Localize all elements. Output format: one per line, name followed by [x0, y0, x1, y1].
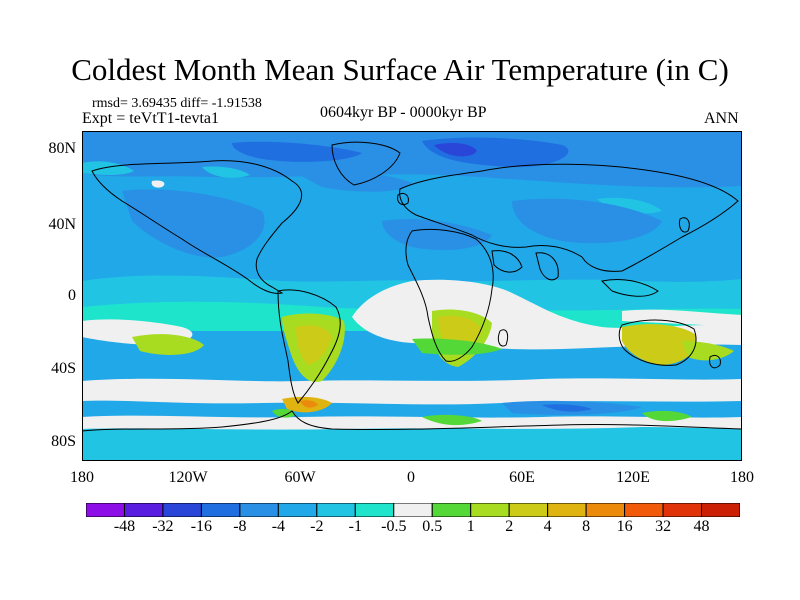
colorbar-swatch: [508, 503, 549, 517]
lon-label-0: 0: [407, 469, 415, 486]
period-label: 0604kyr BP - 0000kyr BP: [320, 104, 487, 121]
map-title: Coldest Month Mean Surface Air Temperatu…: [71, 52, 729, 87]
colorbar-swatch: [354, 503, 395, 517]
colorbar-tick-label: 4: [543, 518, 552, 535]
colorbar-tick-label: 1: [466, 518, 475, 535]
lon-label-120w: 120W: [168, 469, 208, 486]
colorbar-tick-label: 8: [582, 518, 591, 535]
colorbar-swatch: [123, 503, 164, 517]
colorbar-swatch: [162, 503, 202, 517]
stats-label: rmsd= 3.69435 diff= -1.91538: [92, 96, 262, 111]
lat-label-0: 0: [68, 287, 76, 304]
lat-label-40s: 40S: [51, 360, 76, 377]
continental-cooling: [122, 189, 662, 258]
lat-label-80n: 80N: [48, 140, 76, 157]
colorbar-swatch: [470, 503, 510, 517]
antarctic-cooling: [82, 400, 742, 461]
colorbar-tick-label: -48: [113, 518, 136, 535]
colorbar-tick-label: 16: [616, 518, 633, 535]
colorbar: [86, 503, 740, 517]
colorbar-swatch: [316, 503, 356, 517]
colorbar-tick-label: -1: [348, 518, 362, 535]
coastlines: [82, 141, 742, 432]
lon-label-180e: 180: [730, 469, 754, 486]
colorbar-tick-label: 32: [655, 518, 672, 535]
colorbar-swatch: [86, 503, 125, 517]
warming-regions: [132, 309, 734, 382]
colorbar-tick-label: 2: [505, 518, 514, 535]
colorbar-tick-label: -4: [271, 518, 286, 535]
colorbar-tick-label: -2: [310, 518, 324, 535]
antarctic-warm-spots: [272, 396, 692, 426]
lon-label-180w: 180: [70, 469, 94, 486]
colorbar-swatch: [393, 503, 433, 517]
map-frame: [82, 131, 742, 461]
colorbar-swatch: [277, 503, 318, 517]
colorbar-swatch: [624, 503, 664, 517]
colorbar-swatch: [239, 503, 279, 517]
season-label: ANN: [704, 110, 739, 127]
colorbar-tick-label: -0.5: [381, 518, 407, 535]
colorbar-swatch: [701, 503, 740, 517]
lat-label-80s: 80S: [51, 433, 76, 450]
colorbar-tick-label: 48: [693, 518, 710, 535]
lon-label-60w: 60W: [284, 469, 316, 486]
temperature-map: [82, 131, 742, 461]
colorbar-swatch: [200, 503, 241, 517]
colorbar-swatch: [431, 503, 472, 517]
lat-label-40n: 40N: [48, 216, 76, 233]
colorbar-tick-label: 0.5: [422, 518, 443, 535]
colorbar-tick-label: -8: [233, 518, 247, 535]
northern-light-patches: [82, 161, 662, 214]
colorbar-swatch: [662, 503, 703, 517]
colorbar-swatch: [585, 503, 626, 517]
colorbar-tick-label: -32: [152, 518, 174, 535]
colorbar-tick-label: -16: [190, 518, 213, 535]
colorbar-swatch: [547, 503, 587, 517]
lon-label-60e: 60E: [509, 469, 535, 486]
lon-label-120e: 120E: [616, 469, 650, 486]
experiment-label: Expt = teVtT1-tevta1: [82, 110, 219, 127]
